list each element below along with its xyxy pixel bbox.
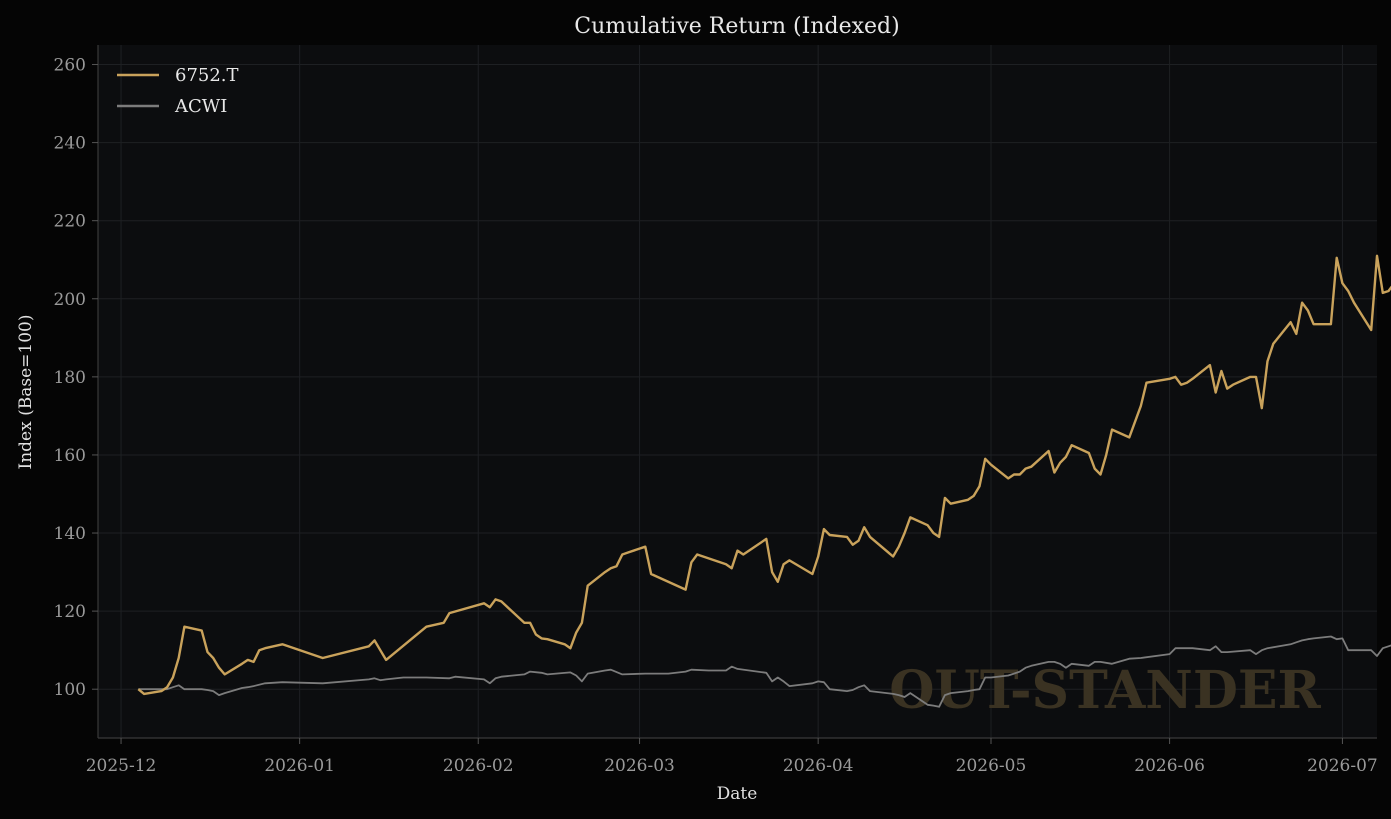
tick-labels: 100 120 140 160 180 200 220 240 260 2025-12 2026-0… bbox=[54, 56, 1378, 776]
y-tick-label: 160 bbox=[54, 446, 86, 466]
y-tick-label: 140 bbox=[54, 524, 86, 544]
x-axis-label: Date bbox=[717, 784, 758, 804]
axes bbox=[97, 45, 1377, 739]
plot-area bbox=[98, 45, 1377, 738]
series-line-6752-t bbox=[137, 254, 1391, 696]
legend-label: ACWI bbox=[174, 96, 227, 117]
x-tick-label: 2026-02 bbox=[443, 756, 514, 776]
x-tick-label: 2026-03 bbox=[604, 756, 675, 776]
series-line-acwi bbox=[138, 635, 1391, 708]
chart-title: Cumulative Return (Indexed) bbox=[574, 14, 899, 39]
x-tick-label: 2026-04 bbox=[783, 756, 854, 776]
y-axis-label: Index (Base=100) bbox=[16, 315, 36, 470]
y-tick-label: 120 bbox=[54, 602, 86, 622]
x-tick-label: 2026-01 bbox=[264, 756, 335, 776]
x-tick-label: 2026-07 bbox=[1307, 756, 1378, 776]
y-tick-label: 260 bbox=[54, 56, 86, 76]
x-tick-label: 2026-06 bbox=[1134, 756, 1205, 776]
legend: 6752.T ACWI bbox=[117, 65, 239, 117]
x-tick-label: 2025-12 bbox=[86, 756, 157, 776]
y-tick-label: 240 bbox=[54, 134, 86, 154]
legend-label: 6752.T bbox=[175, 65, 239, 86]
y-tick-label: 220 bbox=[54, 212, 86, 232]
watermark: OUT-STANDER bbox=[889, 660, 1321, 721]
gridlines bbox=[98, 45, 1377, 738]
y-tick-label: 100 bbox=[54, 680, 86, 700]
series-lines bbox=[137, 254, 1391, 708]
x-tick-label: 2026-05 bbox=[956, 756, 1027, 776]
y-tick-label: 180 bbox=[54, 368, 86, 388]
y-tick-label: 200 bbox=[54, 290, 86, 310]
